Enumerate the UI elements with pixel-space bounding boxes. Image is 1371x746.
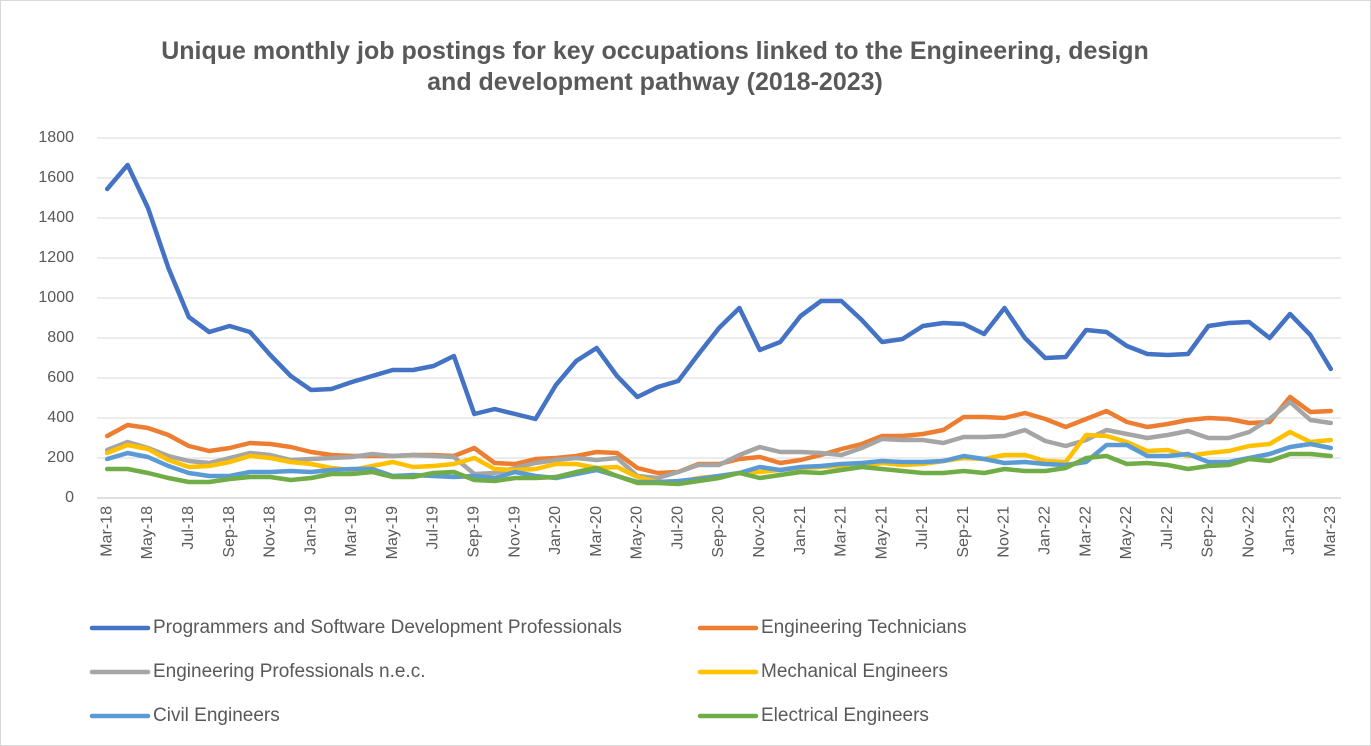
legend-label: Electrical Engineers: [761, 705, 929, 726]
series-line: [104, 399, 1334, 481]
x-tick-label: Sep-18: [221, 506, 238, 558]
x-tick-label: Jan-19: [302, 506, 319, 555]
x-tick-label: Sep-20: [710, 506, 727, 558]
x-tick-label: Jan-23: [1281, 506, 1298, 555]
x-tick-label: Sep-21: [955, 506, 972, 558]
x-tick-label: May-18: [139, 506, 156, 559]
series-line: [104, 162, 1334, 422]
x-tick-label: Mar-19: [343, 506, 360, 557]
x-tick-label: May-20: [629, 506, 646, 559]
x-tick-label: Nov-18: [262, 506, 279, 558]
x-tick-label: Jan-21: [792, 506, 809, 555]
series-line: [104, 451, 1334, 487]
x-tick-label: Nov-20: [751, 506, 768, 558]
x-tick-label: Jul-20: [669, 506, 686, 550]
y-tick-label: 1200: [38, 249, 74, 266]
y-tick-label: 400: [47, 409, 74, 426]
x-tick-label: Mar-21: [833, 506, 850, 557]
y-tick-label: 0: [65, 489, 74, 506]
y-tick-label: 1400: [38, 209, 74, 226]
x-tick-label: Mar-18: [98, 506, 115, 557]
x-tick-label: Jul-21: [914, 506, 931, 550]
x-tick-label: Mar-20: [588, 506, 605, 557]
x-tick-label: May-19: [384, 506, 401, 559]
x-tick-label: Sep-19: [465, 506, 482, 558]
chart-title: Unique monthly job postings for key occu…: [161, 37, 1149, 96]
x-tick-label: Jan-22: [1037, 506, 1054, 555]
legend-label: Engineering Professionals n.e.c.: [153, 661, 426, 682]
legend-label: Mechanical Engineers: [761, 661, 948, 682]
y-tick-label: 800: [47, 329, 74, 346]
x-tick-label: Jul-22: [1159, 506, 1176, 550]
x-tick-label: Mar-23: [1322, 506, 1339, 557]
y-tick-label: 1800: [38, 129, 74, 146]
x-tick-label: May-22: [1118, 506, 1135, 559]
x-tick-label: May-21: [873, 506, 890, 559]
legend-label: Civil Engineers: [153, 705, 280, 726]
y-tick-label: 1000: [38, 289, 74, 306]
x-tick-label: Nov-19: [506, 506, 523, 558]
y-tick-label: 200: [47, 449, 74, 466]
x-tick-label: Nov-21: [996, 506, 1013, 558]
y-tick-label: 600: [47, 369, 74, 386]
x-tick-label: Jul-18: [180, 506, 197, 550]
x-tick-label: Jul-19: [425, 506, 442, 550]
x-tick-label: Mar-22: [1077, 506, 1094, 557]
legend-label: Engineering Technicians: [761, 617, 967, 638]
x-tick-label: Jan-20: [547, 506, 564, 555]
legend-label: Programmers and Software Development Pro…: [153, 617, 622, 638]
y-tick-label: 1600: [38, 169, 74, 186]
x-tick-label: Sep-22: [1200, 506, 1217, 558]
x-tick-label: Nov-22: [1240, 506, 1257, 558]
